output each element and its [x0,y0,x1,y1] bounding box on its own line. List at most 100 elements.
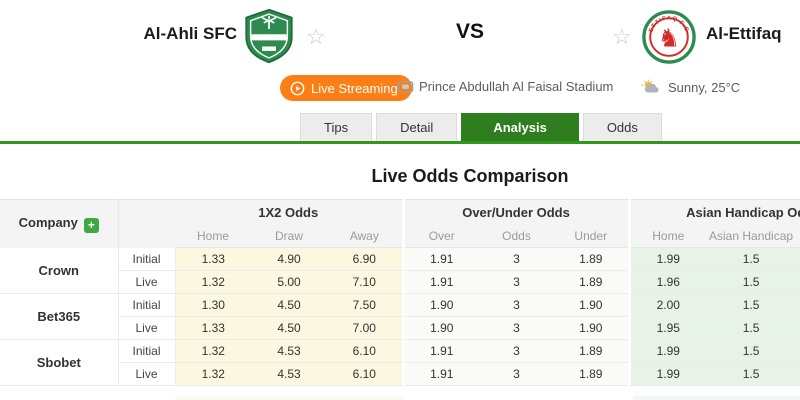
odds-cell: 3 [479,247,555,271]
subheader-ah-away-cut [796,225,800,248]
odds-cell: 1.5 [706,270,797,294]
vs-label: VS [455,20,484,43]
odds-cell-cut [796,247,800,271]
away-team-name: Al-Ettifaq [706,24,782,43]
odds-cell: 1.89 [554,339,630,363]
odds-cell: 7.10 [327,270,404,294]
tab-bar: Tips Detail Analysis Odds [300,113,666,141]
company-column-header: Company + [0,199,119,248]
odds-cell: 1.33 [175,247,251,271]
weather-text: Sunny, 25°C [668,79,741,95]
odds-cell: 1.32 [175,339,251,363]
odds-cell: 1.99 [627,339,707,363]
odds-cell: 1.5 [706,339,797,363]
odds-cell-cut [796,339,800,363]
subheader-ah-home: Home [627,225,707,248]
subheader-under: Under [554,225,630,248]
play-icon [290,81,305,95]
away-team-logo: ETTIFAQ F.C ♞ [642,10,696,64]
odds-cell: 1.90 [401,293,480,317]
odds-cell: 5.00 [251,270,327,294]
tab-tips[interactable]: Tips [300,113,373,141]
odds-cell: 4.50 [251,293,327,317]
odds-cell: 1.90 [554,293,630,317]
odds-cell-cut [796,316,800,340]
sun-cloud-icon [641,79,659,93]
odds-cell: 1.96 [627,270,707,294]
odds-cell: 1.89 [554,362,630,386]
odds-cell: 4.50 [251,316,327,340]
live-odds-table: Company + 1X2 Odds Over/Under Odds Asian … [0,199,800,386]
row-type-column-header [118,199,175,248]
odds-cell: 1.95 [627,316,707,340]
odds-cell: 1.91 [401,362,480,386]
weather-info: Sunny, 25°C [641,79,740,95]
odds-cell-cut [796,293,800,317]
add-company-button[interactable]: + [83,217,99,233]
company-header-label: Company [18,214,78,230]
odds-cell: 6.90 [327,247,404,271]
odds-cell: 3 [479,316,555,340]
tab-analysis[interactable]: Analysis [461,113,579,141]
odds-cell: 3 [479,293,555,317]
home-favorite-star-icon[interactable]: ☆ [306,24,326,49]
subheader-away: Away [327,225,404,248]
odds-cell-cut [796,270,800,294]
home-team-name: Al-Ahli SFC [143,24,238,43]
odds-cell: 1.5 [706,316,797,340]
row-type: Initial [118,293,176,317]
group-header-1x2: 1X2 Odds [175,199,404,225]
odds-cell: 1.32 [175,270,251,294]
odds-cell: 3 [479,270,555,294]
row-type: Initial [118,339,176,363]
stadium-info: Prince Abdullah Al Faisal Stadium [397,79,613,94]
odds-cell: 7.50 [327,293,404,317]
table-row: Live 1.32 5.00 7.10 1.91 3 1.89 1.96 1.5 [0,270,800,294]
table-row: Live 1.32 4.53 6.10 1.91 3 1.89 1.99 1.5 [0,362,800,386]
odds-cell: 1.30 [175,293,251,317]
odds-cell: 4.53 [251,339,327,363]
row-type: Initial [118,247,176,271]
odds-cell: 4.53 [251,362,327,386]
odds-cell: 1.89 [554,270,630,294]
group-header-over-under: Over/Under Odds [401,199,630,225]
subheader-draw: Draw [251,225,327,248]
odds-cell: 1.90 [554,316,630,340]
table-row: Live 1.33 4.50 7.00 1.90 3 1.90 1.95 1.5 [0,316,800,340]
page-title: Live Odds Comparison [371,166,569,186]
odds-cell: 3 [479,362,555,386]
odds-cell: 3 [479,339,555,363]
odds-cell: 1.91 [401,247,480,271]
subheader-home: Home [175,225,251,248]
horse-emblem: ♞ [658,25,680,53]
away-favorite-star-icon[interactable]: ☆ [612,24,632,49]
odds-cell: 1.5 [706,362,797,386]
live-streaming-button[interactable]: Live Streaming [280,75,412,101]
palm-tree-emblem [261,15,277,29]
odds-cell: 1.5 [706,293,797,317]
odds-cell: 7.00 [327,316,404,340]
tab-detail[interactable]: Detail [376,113,458,141]
company-name: Crown [0,247,119,294]
group-header-asian-handicap: Asian Handicap Odds [627,199,800,225]
live-streaming-label: Live Streaming [311,80,398,96]
stadium-icon [397,81,414,93]
odds-cell: 6.10 [327,362,404,386]
table-row: Sbobet Initial 1.32 4.53 6.10 1.91 3 1.8… [0,339,800,386]
odds-cell: 1.89 [554,247,630,271]
home-team-logo [245,8,293,64]
odds-cell: 1.99 [627,362,707,386]
tab-odds[interactable]: Odds [582,113,662,141]
odds-cell: 6.10 [327,339,404,363]
odds-cell: 1.32 [175,362,251,386]
odds-cell: 1.90 [401,316,480,340]
next-row-sliver [633,396,800,400]
subheader-odds: Odds [479,225,555,248]
subheader-ah-line: Asian Handicap [706,225,797,248]
odds-cell: 1.91 [401,270,480,294]
tab-underline [0,141,800,144]
odds-cell-cut [796,362,800,386]
table-row: Bet365 Initial 1.30 4.50 7.50 1.90 3 1.9… [0,293,800,340]
next-row-sliver [175,396,404,400]
odds-cell: 2.00 [627,293,707,317]
